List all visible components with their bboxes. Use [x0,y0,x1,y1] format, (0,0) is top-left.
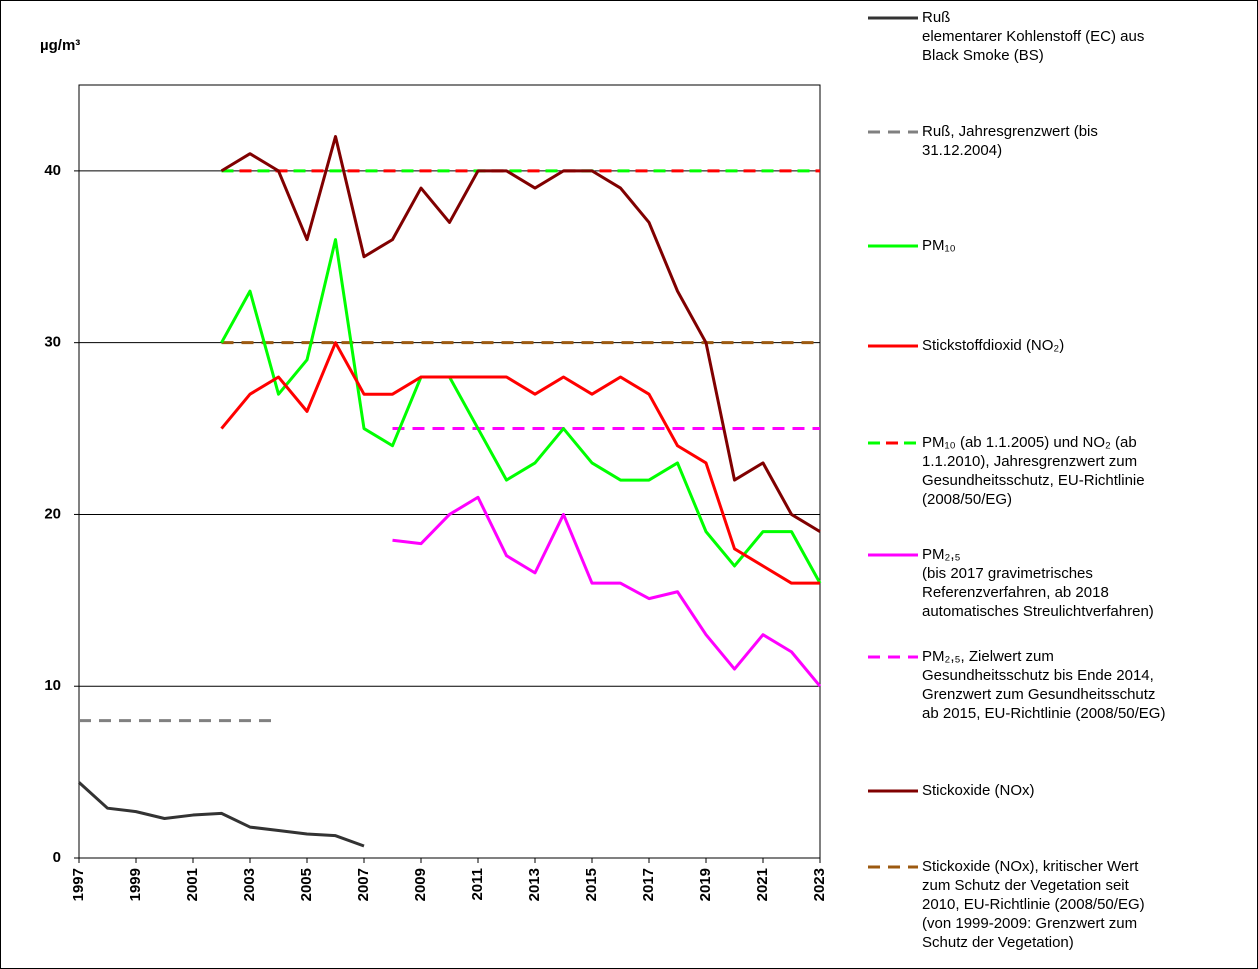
x-tick-label: 1999 [127,868,144,901]
x-tick-label: 2023 [811,868,828,901]
series-line [220,238,822,584]
series-line [220,341,820,585]
x-tick-label: 2017 [640,868,657,901]
y-tick-label: 10 [44,677,61,694]
x-tick-label: 2009 [412,868,429,901]
legend-label: PM₁₀ [922,237,956,254]
series-line [220,135,821,533]
y-axis-label: µg/m³ [40,37,80,54]
series-line [392,495,822,688]
x-tick-label: 1997 [70,868,87,901]
legend-label: Ruß elementarer Kohlenstoff (EC) aus Bla… [922,9,1145,64]
y-tick-label: 30 [44,334,61,351]
series-line [77,781,365,848]
y-tick-label: 20 [44,505,61,522]
x-tick-label: 2007 [355,868,372,901]
x-tick-label: 2011 [469,868,486,901]
legend-label: Stickstoffdioxid (NO₂) [922,337,1065,354]
y-tick-label: 40 [44,162,61,179]
legend-label: PM₁₀ (ab 1.1.2005) und NO₂ (ab 1.1.2010)… [922,434,1145,508]
y-tick-label: 0 [53,849,61,866]
legend-label: PM₂,₅, Zielwert zum Gesundheitsschutz bi… [922,648,1166,722]
x-tick-label: 2005 [298,868,315,901]
x-tick-label: 2001 [184,868,201,901]
legend-label: PM₂,₅ (bis 2017 gravimetrisches Referenz… [922,546,1154,620]
legend-label: Stickoxide (NOx) [922,782,1035,799]
x-tick-label: 2013 [526,868,543,901]
x-tick-label: 2021 [754,868,771,901]
x-tick-label: 2003 [241,868,258,901]
x-tick-label: 2015 [583,868,600,901]
x-tick-label: 2019 [697,868,714,901]
legend-label: Ruß, Jahresgrenzwert (bis 31.12.2004) [922,123,1098,159]
legend-label: Stickoxide (NOx), kritischer Wert zum Sc… [922,858,1145,951]
